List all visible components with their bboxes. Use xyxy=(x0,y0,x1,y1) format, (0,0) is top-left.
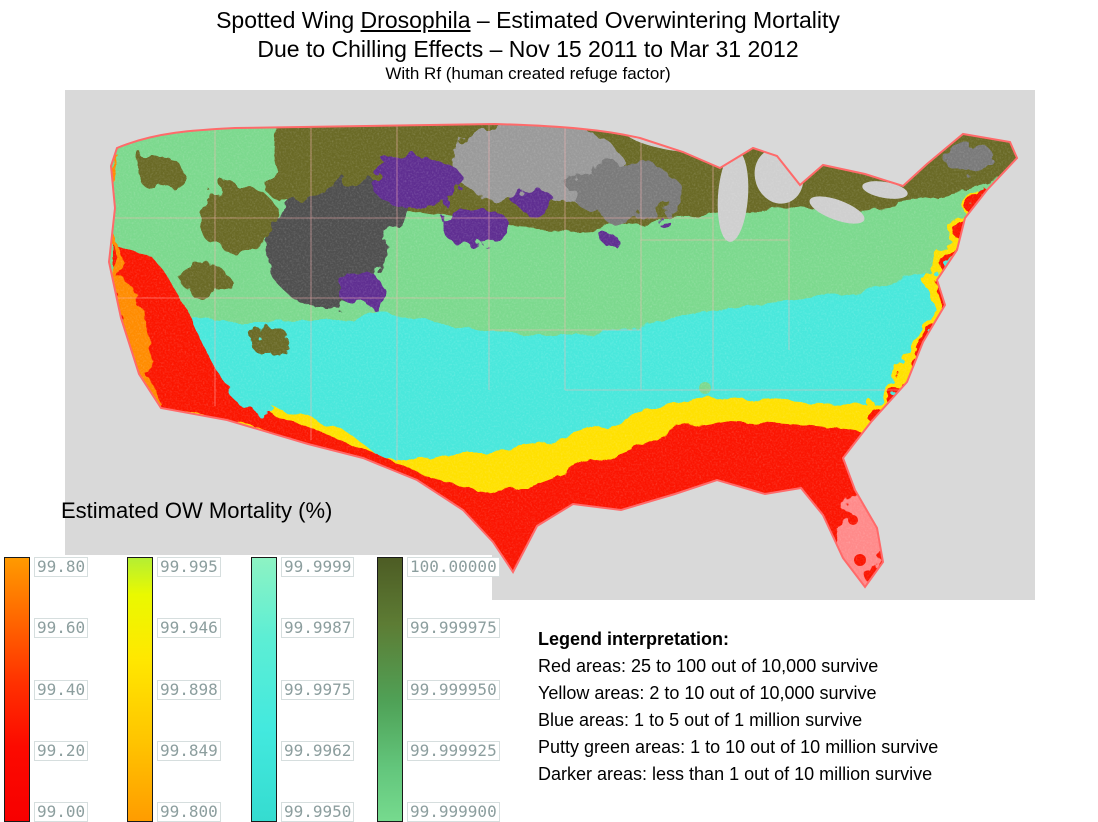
map-panel: Estimated OW Mortality (%) xyxy=(61,90,1035,600)
figure-title: Spotted Wing Drosophila – Estimated Over… xyxy=(0,6,1056,84)
us-outline xyxy=(107,122,1019,589)
tick-label: 99.800 xyxy=(157,802,221,822)
colorbar-group-cyan: 99.9999 99.9987 99.9975 99.9962 99.9950 xyxy=(251,557,355,822)
tick-label: 99.80 xyxy=(34,557,89,577)
legend-line-yellow: Yellow areas: 2 to 10 out of 10,000 surv… xyxy=(538,683,877,703)
tick-label: 99.999900 xyxy=(407,802,500,822)
colorbar-red-ticks: 99.80 99.60 99.40 99.20 99.00 xyxy=(34,557,89,822)
legend-line-blue: Blue areas: 1 to 5 out of 1 million surv… xyxy=(538,710,863,730)
colorbar-cyan-scale xyxy=(251,557,277,822)
tick-label: 99.40 xyxy=(34,679,89,700)
colorbar-green-ticks: 100.00000 99.999975 99.999950 99.999925 … xyxy=(407,557,500,822)
tick-label: 99.9950 xyxy=(281,802,355,822)
legend-line-red: Red areas: 25 to 100 out of 10,000 survi… xyxy=(538,656,879,676)
tick-label: 99.00 xyxy=(34,802,89,822)
title-text: Spotted Wing xyxy=(216,7,361,33)
tick-label: 99.20 xyxy=(34,740,89,761)
legend-line-darker: Darker areas: less than 1 out of 10 mill… xyxy=(538,764,933,784)
tick-label: 99.946 xyxy=(157,618,221,639)
tick-label: 99.995 xyxy=(157,557,221,577)
legend-line-putty-green: Putty green areas: 1 to 10 out of 10 mil… xyxy=(538,737,939,757)
colorbar-yellow-ticks: 99.995 99.946 99.898 99.849 99.800 xyxy=(157,557,221,822)
colorbar-red-scale xyxy=(4,557,30,822)
title-line-1: Spotted Wing Drosophila – Estimated Over… xyxy=(0,6,1056,35)
colorbar-green-scale xyxy=(377,557,403,822)
map-units-label: Estimated OW Mortality (%) xyxy=(61,498,333,523)
colorbar-group-green: 100.00000 99.999975 99.999950 99.999925 … xyxy=(377,557,500,822)
tick-label: 99.9999 xyxy=(281,557,355,577)
colorbar-yellow-scale xyxy=(127,557,153,822)
title-line-3: With Rf (human created refuge factor) xyxy=(385,64,671,83)
tick-label: 99.898 xyxy=(157,679,221,700)
tick-label: 99.999950 xyxy=(407,679,500,700)
tick-label: 99.60 xyxy=(34,618,89,639)
legend-heading: Legend interpretation: xyxy=(538,629,730,649)
title-text: – Estimated Overwintering Mortality xyxy=(470,7,840,33)
us-mortality-map xyxy=(107,122,1019,589)
colorbar-group-yellow: 99.995 99.946 99.898 99.849 99.800 xyxy=(127,557,221,822)
tick-label: 99.9987 xyxy=(281,618,355,639)
legend-interpretation: Legend interpretation: Red areas: 25 to … xyxy=(538,626,938,788)
genus-name: Drosophila xyxy=(360,7,471,33)
tick-label: 99.999975 xyxy=(407,618,500,639)
tick-label: 99.9975 xyxy=(281,679,355,700)
tick-label: 99.849 xyxy=(157,740,221,761)
tick-label: 100.00000 xyxy=(407,557,500,577)
tick-label: 99.9962 xyxy=(281,740,355,761)
tick-label: 99.999925 xyxy=(407,740,500,761)
title-line-2: Due to Chilling Effects – Nov 15 2011 to… xyxy=(257,36,799,62)
colorbar-group-red: 99.80 99.60 99.40 99.20 99.00 xyxy=(4,557,89,822)
colorbar-cyan-ticks: 99.9999 99.9987 99.9975 99.9962 99.9950 xyxy=(281,557,355,822)
